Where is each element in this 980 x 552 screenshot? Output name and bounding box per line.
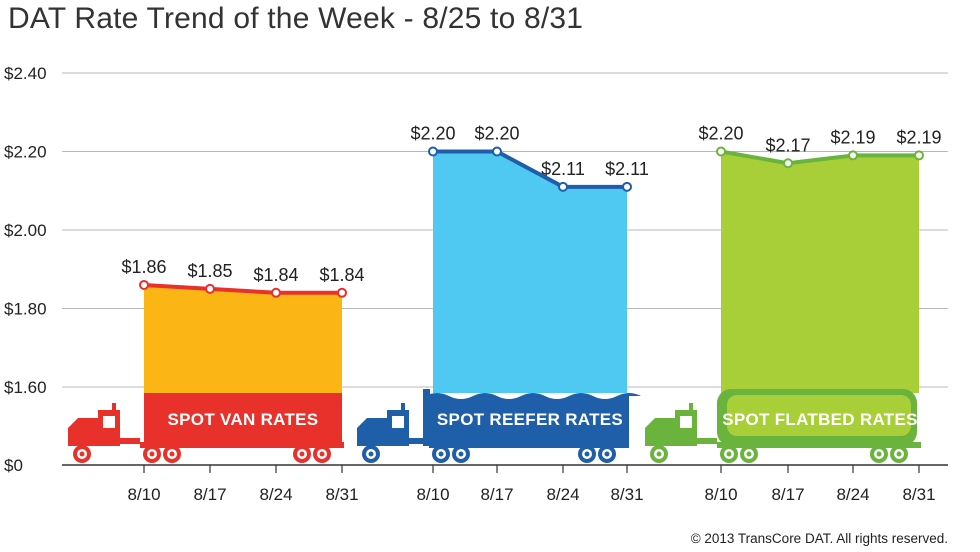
wheel-center (726, 451, 732, 457)
x-tick-label: 8/10 (127, 485, 160, 504)
flatbed-load (727, 395, 911, 436)
data-label: $2.20 (474, 124, 519, 144)
group-spot-reefer-rates: SPOT REEFER RATES $2.20 $2.20 $2.11 $2.11 (357, 124, 649, 463)
data-point (271, 287, 281, 298)
area-fill (144, 284, 342, 393)
wheel-center (169, 451, 175, 457)
data-label: $1.86 (121, 257, 166, 277)
wheel-center (319, 451, 325, 457)
wheel-center (368, 451, 374, 457)
x-tick-label: 8/31 (610, 485, 643, 504)
wheel-center (604, 451, 610, 457)
data-label: $2.20 (410, 124, 455, 144)
trailer-body (425, 393, 641, 446)
x-tick-label: 8/24 (259, 485, 292, 504)
truck-chassis (409, 438, 429, 444)
data-label: $2.11 (541, 159, 585, 179)
data-label: $2.19 (830, 127, 875, 147)
wheel-center (458, 451, 464, 457)
x-tick-label: 8/17 (771, 485, 804, 504)
cab-window (103, 416, 115, 428)
data-point (139, 279, 149, 290)
data-point (716, 146, 726, 157)
truck-label: SPOT FLATBED RATES (722, 410, 918, 429)
trend-line (143, 282, 342, 295)
group-spot-van-rates: SPOT VAN RATES $1.86 $1.85 $1.84 $1.84 (68, 257, 365, 463)
truck-chassis (697, 438, 717, 444)
y-tick-label: $0 (4, 456, 23, 475)
chart-title: DAT Rate Trend of the Week - 8/25 to 8/3… (8, 2, 584, 35)
data-point (558, 181, 568, 192)
data-label: $2.19 (896, 127, 941, 147)
exhaust-stack (401, 403, 405, 413)
trailer-bed (717, 442, 921, 448)
truck-label: SPOT VAN RATES (168, 410, 319, 429)
exhaust-stack (689, 403, 693, 413)
data-point (783, 158, 793, 169)
cab-window (392, 416, 404, 428)
data-label: $1.85 (187, 261, 232, 281)
data-point (205, 283, 215, 294)
data-point (914, 150, 924, 161)
x-tick-label: 8/10 (704, 485, 737, 504)
y-axis-ticks: $0 $1.60 $1.80 $2.00 $2.20 $2.40 (4, 64, 47, 475)
y-tick-label: $1.60 (4, 378, 47, 397)
data-point (848, 150, 858, 161)
trailer-bed (429, 442, 629, 448)
data-label: $1.84 (253, 265, 298, 285)
exhaust-stack (112, 403, 116, 413)
x-tick-label: 8/17 (193, 485, 226, 504)
trailer-body (144, 393, 342, 446)
data-point (622, 181, 632, 192)
wheel-center (876, 451, 882, 457)
area-fill (721, 151, 919, 393)
wheel-center (438, 451, 444, 457)
wheel-center (896, 451, 902, 457)
wheel-center (149, 451, 155, 457)
data-label: $2.20 (698, 124, 743, 144)
wheel-center (746, 451, 752, 457)
trend-line (433, 149, 627, 189)
area-fill (433, 151, 627, 393)
trailer-bed (140, 442, 344, 448)
x-tick-label: 8/24 (836, 485, 869, 504)
y-tick-label: $2.00 (4, 221, 47, 240)
group-spot-flatbed-rates: SPOT FLATBED RATES $2.20 $2.17 $2.19 $2.19 (645, 124, 942, 463)
data-label: $2.17 (765, 135, 810, 155)
data-point (428, 146, 438, 157)
trend-line (720, 149, 919, 166)
x-tick-label: 8/31 (902, 485, 935, 504)
data-point (337, 287, 347, 298)
data-label: $1.84 (319, 265, 364, 285)
wheel-center (584, 451, 590, 457)
wheel-center (299, 451, 305, 457)
y-tick-label: $2.20 (4, 143, 47, 162)
data-point (492, 146, 502, 157)
wheel-center (79, 451, 85, 457)
x-axis: 8/10 8/17 8/24 8/31 8/10 8/17 8/24 8/31 8/10 8/17… (62, 464, 948, 504)
y-tick-label: $2.40 (4, 64, 47, 83)
wheel-center (656, 451, 662, 457)
x-tick-label: 8/10 (416, 485, 449, 504)
copyright-notice: © 2013 TransCore DAT. All rights reserve… (690, 531, 948, 546)
truck-chassis (120, 438, 140, 444)
cab-window (680, 416, 692, 428)
y-tick-label: $1.80 (4, 300, 47, 319)
x-tick-label: 8/17 (480, 485, 513, 504)
reefer-unit (423, 389, 430, 446)
x-tick-label: 8/24 (546, 485, 579, 504)
x-tick-label: 8/31 (325, 485, 358, 504)
data-label: $2.11 (605, 159, 649, 179)
truck-label: SPOT REEFER RATES (437, 410, 623, 429)
